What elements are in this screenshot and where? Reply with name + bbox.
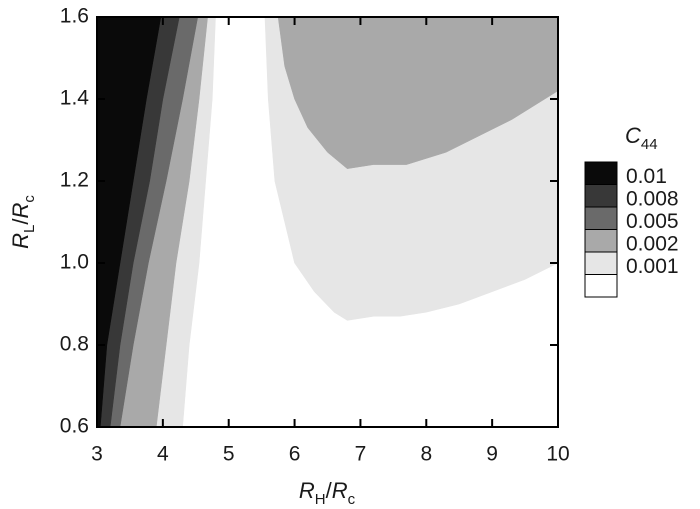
y-tick-label: 0.8 [60, 333, 89, 356]
label-part: R [8, 233, 33, 249]
plot-area [96, 16, 559, 428]
y-tick-label: 1.6 [60, 5, 89, 28]
label-part: R [8, 203, 33, 219]
x-tick-label: 7 [355, 443, 367, 466]
x-tick-label: 6 [289, 443, 301, 466]
colorbar-label: 0.001 [626, 255, 679, 278]
colorbar-label: 0.008 [626, 187, 679, 210]
colorbar-label: 0.002 [626, 232, 679, 255]
y-tick-label: 1.2 [60, 169, 89, 192]
label-part: H [315, 491, 326, 508]
colorbar-swatch [584, 184, 618, 208]
x-tick-label: 9 [486, 443, 498, 466]
label-part: L [21, 225, 38, 233]
x-tick-label: 10 [546, 443, 569, 466]
x-tick-label: 8 [420, 443, 432, 466]
label-part: c [348, 491, 356, 508]
x-tick-label: 4 [157, 443, 169, 466]
colorbar-swatch [584, 206, 618, 230]
y-axis-label: RL/Rc [8, 195, 39, 249]
plot-frame [96, 16, 559, 428]
label-part: c [21, 195, 38, 203]
y-tick-label: 0.6 [60, 415, 89, 438]
y-tick-label: 1.0 [60, 251, 89, 274]
y-tick-label: 1.4 [60, 87, 90, 110]
colorbar-label: 0.005 [626, 210, 679, 233]
label-part: R [332, 478, 348, 503]
x-tick-label: 5 [223, 443, 235, 466]
label-part: R [299, 478, 315, 503]
label-part: / [326, 478, 333, 503]
contour-region [277, 16, 559, 169]
colorbar-swatch [584, 161, 618, 185]
x-axis-label: RH/Rc [299, 478, 356, 509]
colorbar-swatch [584, 274, 618, 298]
x-tick-label: 3 [91, 443, 103, 466]
label-part: C [625, 123, 641, 148]
label-part: / [8, 218, 33, 225]
colorbar-swatch [584, 251, 618, 275]
colorbar-title: C44 [625, 123, 658, 154]
label-part: 44 [641, 136, 658, 153]
colorbar-label: 0.01 [626, 165, 667, 188]
colorbar-swatch [584, 229, 618, 253]
